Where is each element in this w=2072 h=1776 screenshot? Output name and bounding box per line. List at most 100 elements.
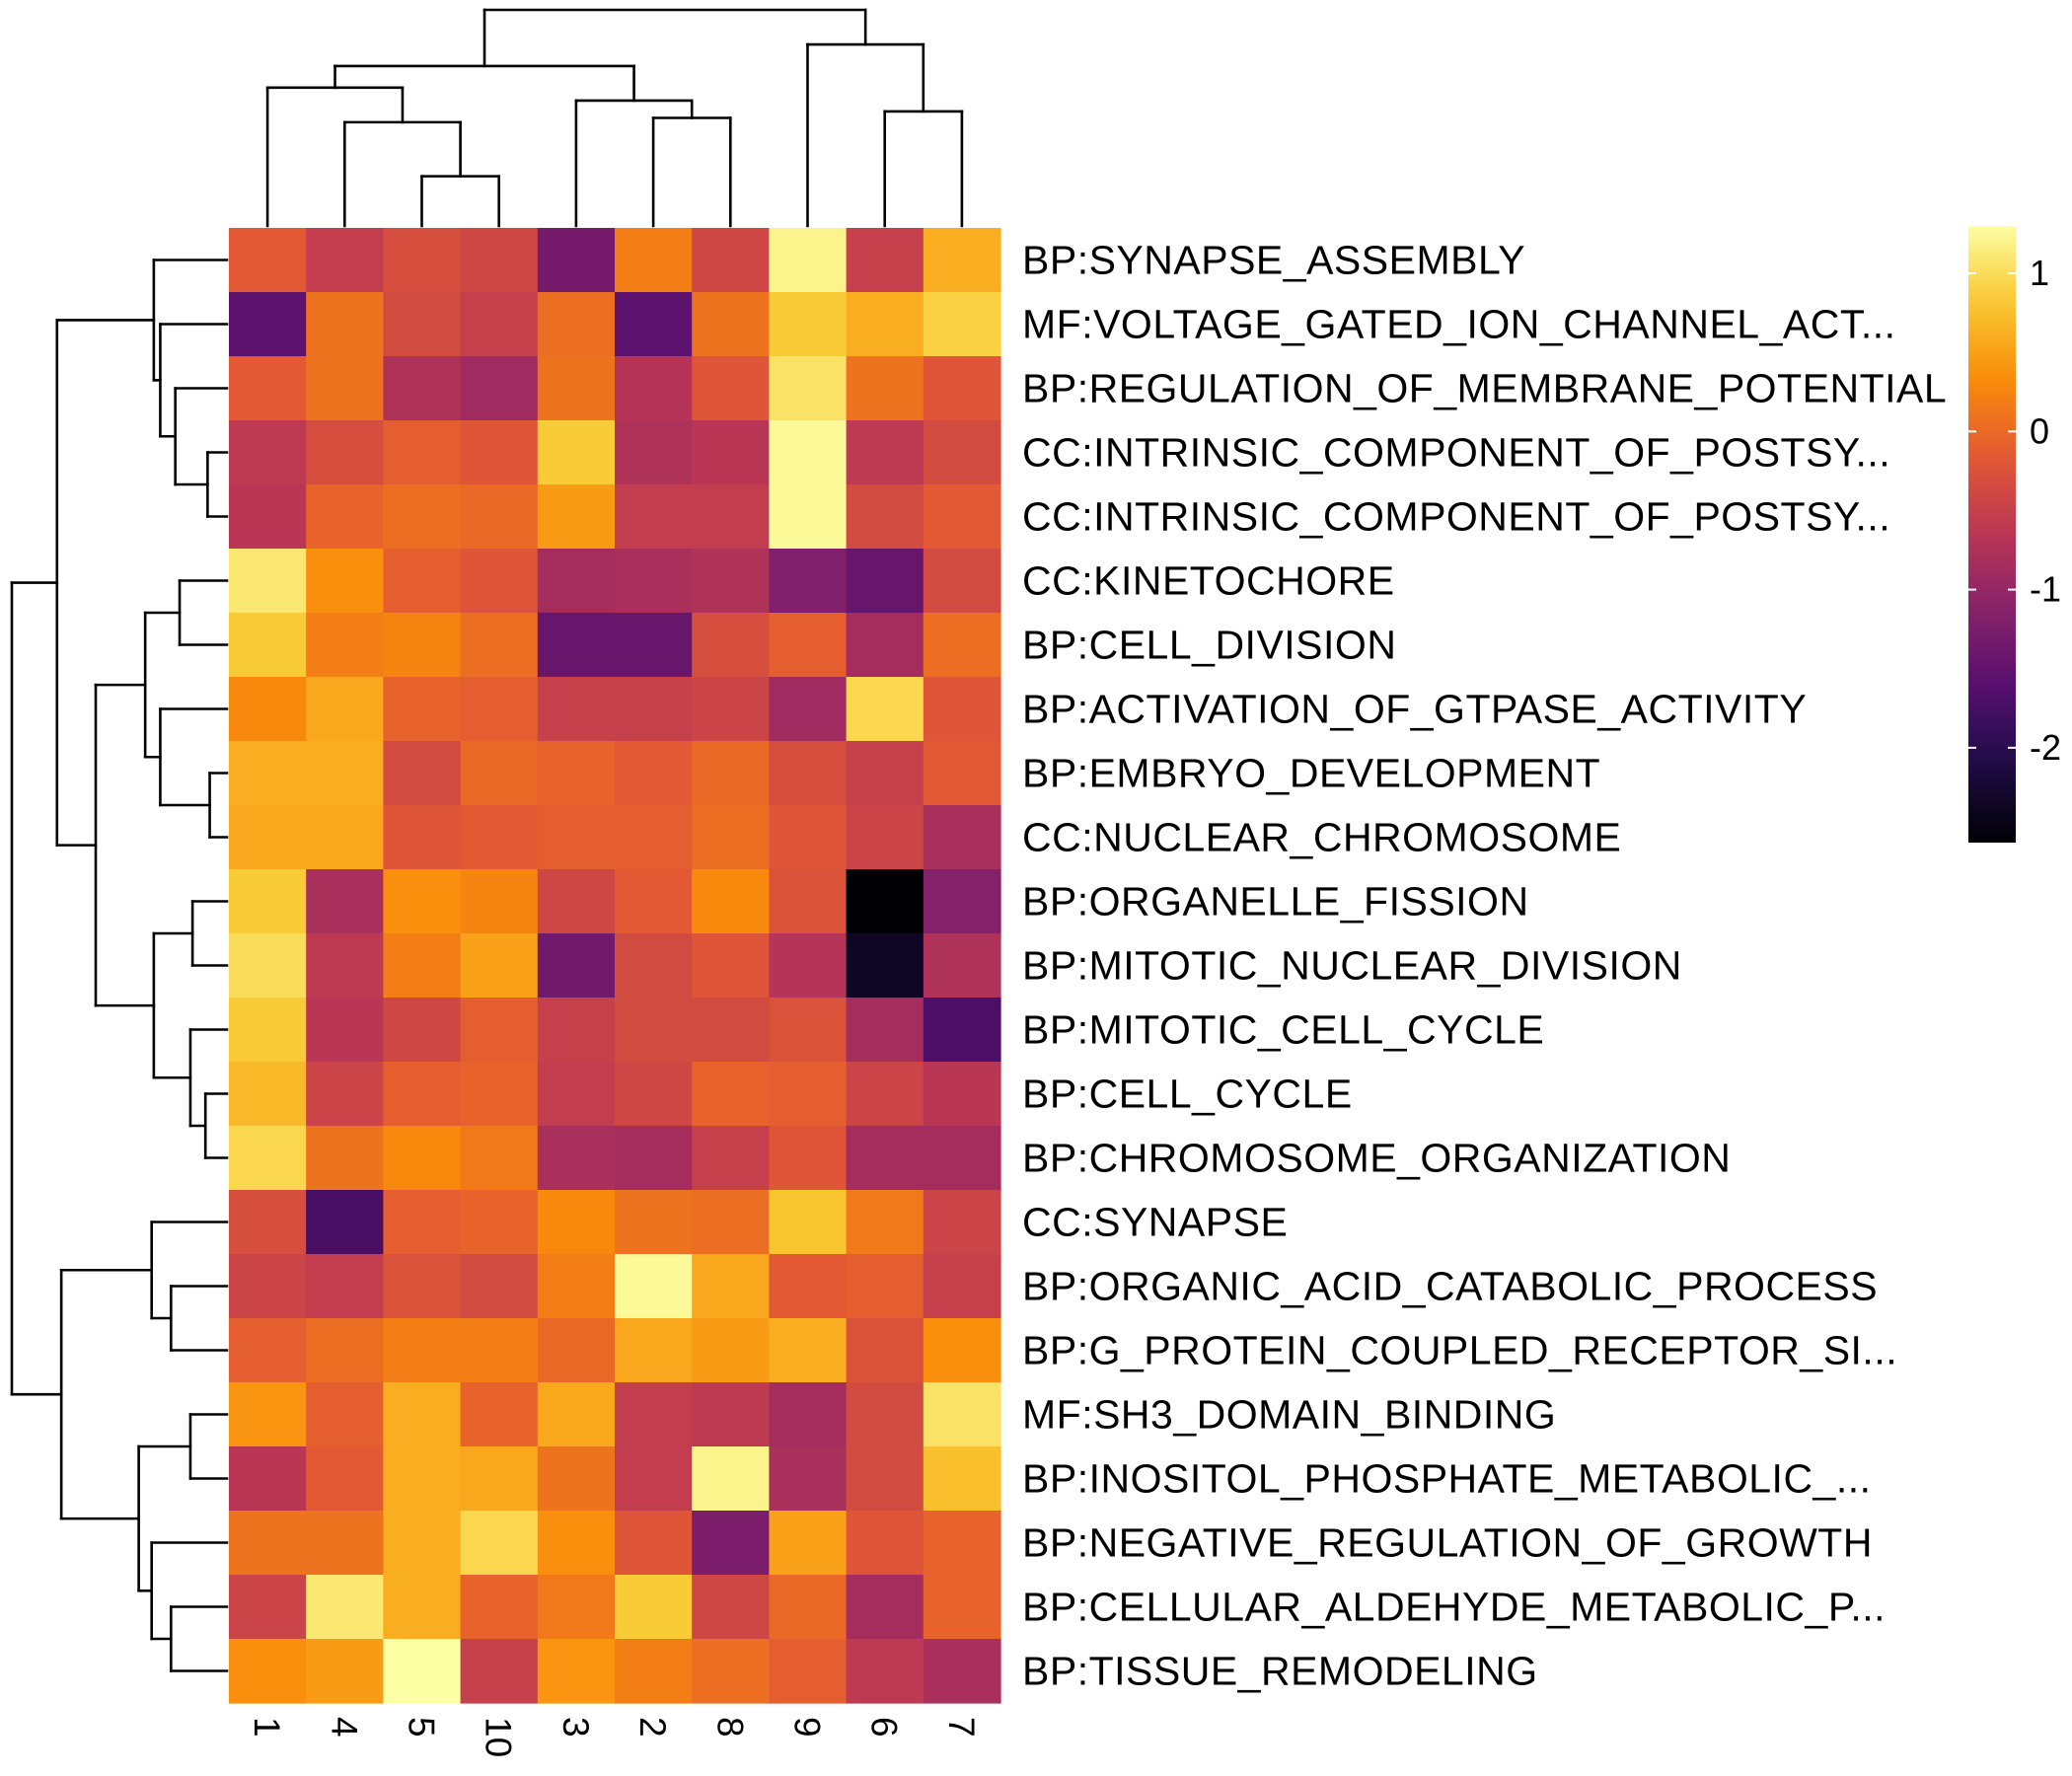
heatmap-cell [615,292,693,357]
heatmap-cell [306,741,384,806]
row-label: BP:CELL_CYCLE [1022,1072,1353,1117]
row-label: BP:EMBRYO_DEVELOPMENT [1022,751,1600,796]
heatmap-cell [846,869,925,934]
heatmap-cell [229,549,307,614]
heatmap-cell [615,1639,693,1704]
heatmap-cell [923,1575,1001,1640]
heatmap-cell [615,677,693,742]
row-label: MF:VOLTAGE_GATED_ION_CHANNEL_ACT... [1022,302,1896,347]
heatmap-cell [769,741,848,806]
heatmap-cell [692,741,770,806]
heatmap-cell [923,805,1001,870]
row-label: MF:SH3_DOMAIN_BINDING [1022,1392,1556,1438]
heatmap-cell [537,1446,616,1512]
heatmap-cell [846,1254,925,1319]
heatmap-cell [692,869,770,934]
heatmap-cell [615,741,693,806]
heatmap-cell [923,933,1001,999]
colorbar-tick-label: 0 [2030,410,2049,451]
column-labels: 1 4 5 10 3 2 8 9 6 7 [247,1717,982,1757]
heatmap-cell [923,292,1001,357]
heatmap-cell [923,1446,1001,1512]
heatmap-cell [769,613,848,678]
row-label: CC:INTRINSIC_COMPONENT_OF_POSTSY... [1022,430,1890,476]
heatmap-cell [769,292,848,357]
heatmap-cell [846,1318,925,1383]
heatmap-cell [923,613,1001,678]
heatmap-cell [846,356,925,421]
color-legend: 1 0 -1 -2 [1968,226,2061,843]
heatmap-cell [229,228,307,293]
heatmap-cell [537,1062,616,1127]
heatmap-cell [692,484,770,550]
row-label: BP:ORGANIC_ACID_CATABOLIC_PROCESS [1022,1264,1878,1309]
column-label: 2 [632,1717,673,1738]
column-label: 7 [941,1717,982,1738]
heatmap-cell [229,677,307,742]
heatmap-cell [383,998,462,1063]
heatmap-cell [383,420,462,485]
row-dendrogram [10,259,229,1672]
heatmap-cell [306,228,384,293]
heatmap-cell [923,1062,1001,1127]
heatmap-cell [769,1190,848,1255]
heatmap-cell [460,1062,539,1127]
heatmap-cell [846,549,925,614]
column-label: 3 [555,1717,596,1738]
heatmap-cell [383,356,462,421]
heatmap-cell [615,805,693,870]
column-label: 10 [479,1717,519,1757]
heatmap-cell [537,1126,616,1191]
heatmap-cell [537,933,616,999]
heatmap-cell [923,1639,1001,1704]
heatmap-cell [923,677,1001,742]
heatmap-cell [537,1575,616,1640]
row-label: BP:ACTIVATION_OF_GTPASE_ACTIVITY [1022,687,1807,732]
heatmap-cell [383,549,462,614]
heatmap-cell [692,677,770,742]
row-label: BP:G_PROTEIN_COUPLED_RECEPTOR_SI... [1022,1328,1897,1373]
heatmap-cell [923,1126,1001,1191]
heatmap-cell [769,228,848,293]
heatmap-cell [460,356,539,421]
heatmap-cell [306,1382,384,1447]
heatmap-cell [769,1446,848,1512]
heatmap-cell [460,1126,539,1191]
heatmap-cell [615,1382,693,1447]
heatmap-cell [846,613,925,678]
heatmap-cell [383,1639,462,1704]
heatmap-cell [537,613,616,678]
heatmap-cell [692,805,770,870]
heatmap-cell [229,356,307,421]
heatmap-cell [846,1062,925,1127]
heatmap-cell [846,484,925,550]
heatmap-cell [615,998,693,1063]
heatmap-cell [769,549,848,614]
row-label: BP:CELLULAR_ALDEHYDE_METABOLIC_P... [1022,1585,1886,1630]
row-label: CC:INTRINSIC_COMPONENT_OF_POSTSY... [1022,494,1890,540]
heatmap-cell [460,1511,539,1576]
heatmap-cell [229,1318,307,1383]
heatmap-cell [615,613,693,678]
heatmap-cell [306,1254,384,1319]
heatmap-cell [229,869,307,934]
heatmap-cell [383,292,462,357]
heatmap-cell [537,1639,616,1704]
heatmap-cell [306,1062,384,1127]
heatmap-cell [846,1575,925,1640]
heatmap-cell [306,933,384,999]
heatmap-cell [692,420,770,485]
heatmap-cell [615,1254,693,1319]
heatmap-cell [229,805,307,870]
heatmap-cell [537,1318,616,1383]
heatmap-cell [383,613,462,678]
heatmap-cell [923,549,1001,614]
heatmap-cell [537,677,616,742]
heatmap-cell [306,1190,384,1255]
heatmap-cell [615,1575,693,1640]
colorbar-tick-label: -2 [2030,727,2061,768]
heatmap-cell [383,484,462,550]
heatmap-cell [229,1254,307,1319]
heatmap-cell [692,933,770,999]
